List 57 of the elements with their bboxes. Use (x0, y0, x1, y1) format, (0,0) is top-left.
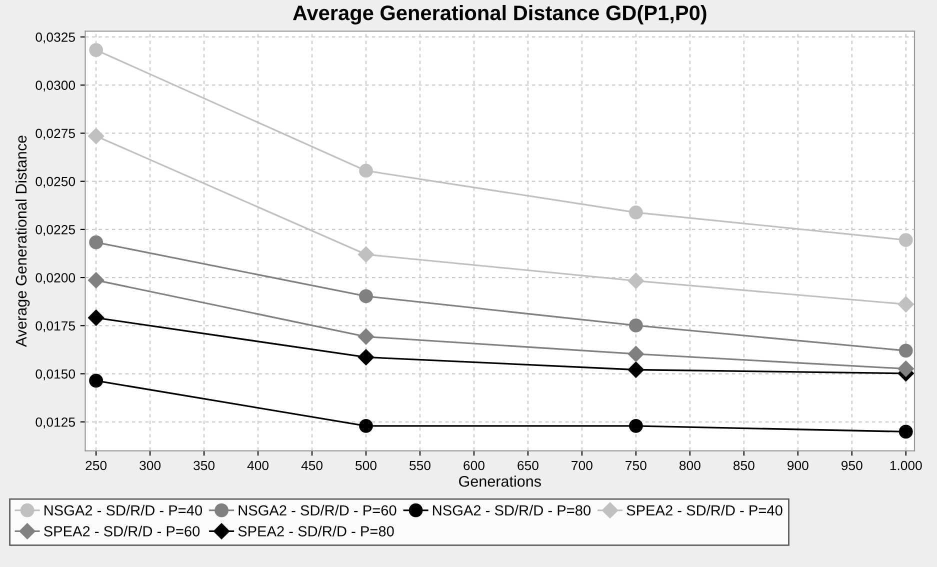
point (358, 349, 374, 366)
point (898, 296, 914, 312)
x-tick-label: 500 (356, 460, 376, 470)
y-tick-label: 0,0125 (36, 417, 75, 428)
point (88, 272, 104, 288)
point (359, 289, 373, 304)
legend-label: SPEA2 - SD/R/D - P=80 (238, 526, 394, 536)
x-tick-label: 650 (518, 460, 538, 470)
x-tick-label: 700 (572, 460, 592, 470)
x-tick-label: 550 (410, 460, 430, 470)
y-tick-label: 0,0275 (36, 128, 75, 140)
x-tick-label: 300 (140, 460, 161, 470)
point (898, 360, 914, 377)
x-tick-label: 400 (247, 460, 269, 470)
chart-title: Average Generational Distance GD(P1,P0) (292, 4, 706, 24)
y-tick-label: 0,0150 (36, 369, 76, 380)
point (628, 362, 644, 378)
point (898, 424, 913, 439)
y-tick-label: 0,0200 (36, 273, 76, 284)
x-tick-label: 800 (679, 460, 700, 470)
x-tick-label: 1.000 (890, 460, 922, 470)
point (898, 233, 913, 247)
legend-label: SPEA2 - SD/R/D - P=60 (44, 526, 200, 536)
y-tick-label: 0,0250 (36, 176, 76, 188)
point (88, 128, 104, 144)
x-tick-label: 350 (194, 460, 215, 470)
x-tick-label: 950 (842, 460, 862, 470)
point (898, 344, 913, 358)
legend-label: SPEA2 - SD/R/D - P=40 (626, 504, 782, 516)
point (628, 346, 644, 362)
y-tick-label: 0,0300 (36, 80, 76, 92)
x-tick-label: 900 (788, 460, 808, 470)
legend-label: NSGA2 - SD/R/D - P=40 (44, 504, 202, 516)
x-tick-label: 450 (301, 460, 323, 470)
y-tick-label: 0,0175 (36, 321, 75, 332)
point (88, 310, 104, 326)
point (628, 206, 643, 220)
point (89, 235, 104, 250)
point (358, 328, 374, 345)
point (359, 418, 373, 433)
point (628, 418, 643, 433)
point (628, 318, 643, 332)
y-tick-label: 0,0225 (36, 224, 75, 236)
point (89, 374, 104, 388)
point (628, 272, 644, 289)
x-tick-label: 850 (733, 460, 754, 470)
legend-label: NSGA2 - SD/R/D - P=60 (238, 504, 396, 516)
x-tick-label: 600 (464, 460, 484, 470)
y-axis-title: Average Generational Distance (15, 136, 30, 347)
x-tick-label: 250 (86, 460, 107, 470)
point (89, 43, 104, 57)
y-tick-label: 0,0325 (36, 32, 75, 44)
point (358, 246, 374, 263)
point (359, 164, 373, 178)
x-tick-label: 750 (626, 460, 646, 470)
legend-label: NSGA2 - SD/R/D - P=80 (433, 504, 591, 516)
x-axis-title: Generations (459, 476, 541, 487)
